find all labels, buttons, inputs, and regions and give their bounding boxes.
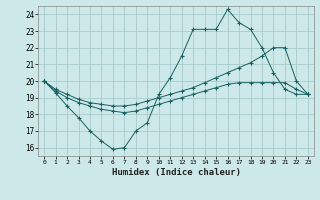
X-axis label: Humidex (Indice chaleur): Humidex (Indice chaleur) <box>111 168 241 177</box>
